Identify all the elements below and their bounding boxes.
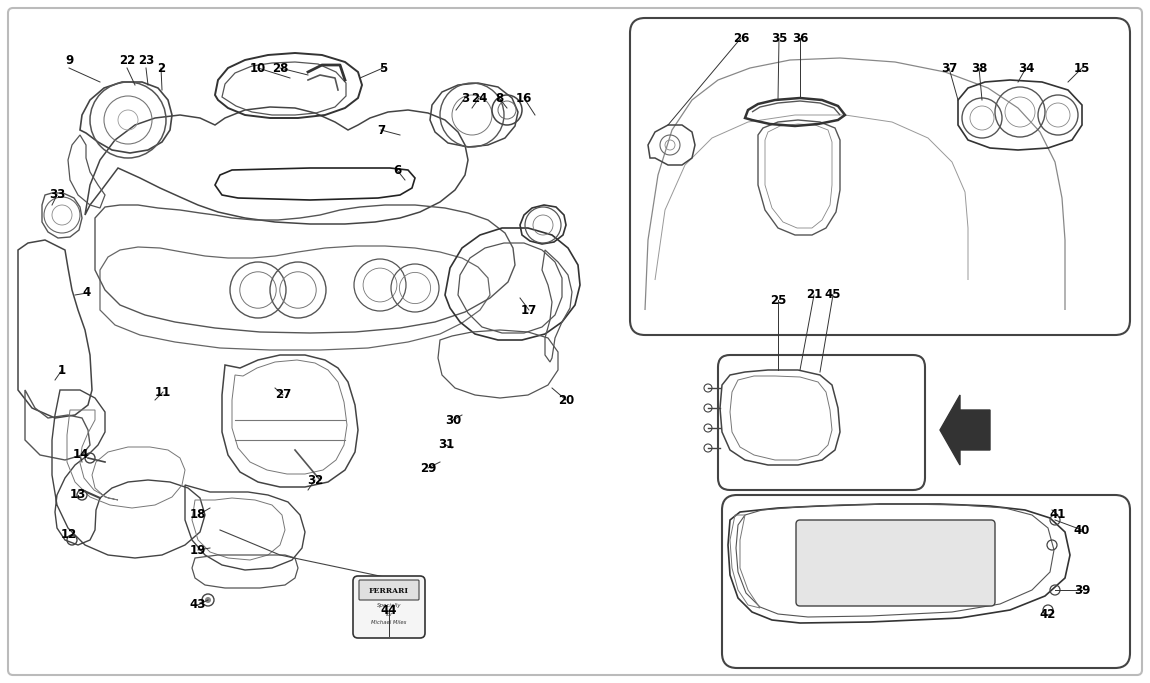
Text: Specially: Specially [377,604,401,609]
Text: 45: 45 [825,288,842,301]
Text: 13: 13 [70,488,86,501]
FancyBboxPatch shape [796,520,995,606]
Text: 24: 24 [470,92,488,104]
Text: FERRARI: FERRARI [369,587,409,595]
Text: 42: 42 [1040,609,1056,622]
Text: 7: 7 [377,124,385,137]
Text: 38: 38 [971,61,987,74]
Text: 21: 21 [806,288,822,301]
Text: 15: 15 [1074,61,1090,74]
Text: 10: 10 [250,61,266,74]
FancyBboxPatch shape [359,580,419,600]
Text: 6: 6 [393,163,401,176]
Text: 20: 20 [558,393,574,406]
Text: 5: 5 [378,61,388,74]
Text: 32: 32 [307,473,323,486]
FancyBboxPatch shape [353,576,426,638]
Text: Michael Miles: Michael Miles [371,620,407,626]
Text: for: for [385,613,392,617]
Text: 25: 25 [769,294,787,307]
Text: 35: 35 [770,31,788,44]
Text: 19: 19 [190,544,206,557]
Text: 3: 3 [461,92,469,104]
Text: 33: 33 [48,189,66,201]
Text: 16: 16 [516,92,532,104]
Text: 4: 4 [83,286,91,300]
Text: 41: 41 [1050,509,1066,522]
Text: 39: 39 [1074,583,1090,596]
Circle shape [205,597,210,603]
Text: 12: 12 [61,529,77,542]
Text: 14: 14 [72,449,90,462]
FancyBboxPatch shape [722,495,1130,668]
Text: 44: 44 [381,604,397,617]
Text: 36: 36 [792,31,808,44]
Text: 22: 22 [118,53,136,66]
Text: 29: 29 [420,462,436,475]
FancyBboxPatch shape [630,18,1130,335]
Text: 28: 28 [271,61,289,74]
Text: 23: 23 [138,53,154,66]
FancyBboxPatch shape [718,355,925,490]
Text: 9: 9 [64,53,74,66]
Text: 37: 37 [941,61,957,74]
Text: 2: 2 [156,61,166,74]
Polygon shape [940,395,990,465]
Text: 1: 1 [58,363,66,376]
Text: 26: 26 [733,31,749,44]
Text: 17: 17 [521,303,537,316]
Text: 30: 30 [445,413,461,426]
Text: 27: 27 [275,389,291,402]
Text: 31: 31 [438,438,454,451]
Text: 11: 11 [155,385,171,398]
Text: 40: 40 [1074,523,1090,537]
Text: 18: 18 [190,509,206,522]
Text: 8: 8 [494,92,504,104]
Text: 43: 43 [190,598,206,611]
Text: 34: 34 [1018,61,1034,74]
